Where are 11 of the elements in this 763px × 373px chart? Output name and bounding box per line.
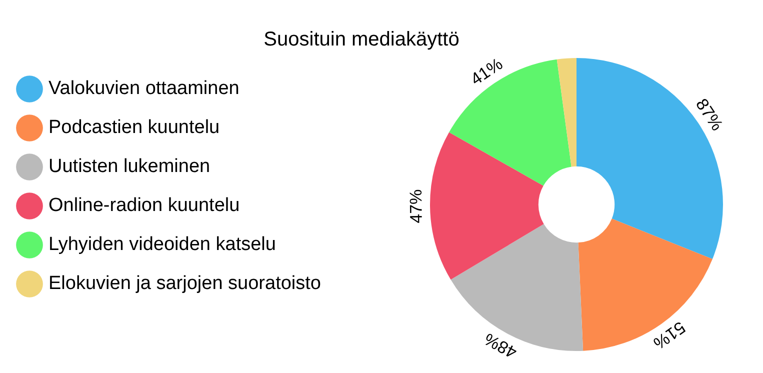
data-label: 48%: [481, 329, 520, 362]
legend-label: Valokuvien ottaaminen: [48, 78, 240, 100]
legend-label: Elokuvien ja sarjojen suoratoisto: [48, 273, 321, 294]
legend-label: Online-radion kuuntelu: [48, 195, 240, 216]
data-label: 51%: [650, 318, 689, 353]
legend-label: Uutisten lukeminen: [48, 156, 210, 178]
legend-label: Podcastien kuuntelu: [48, 117, 220, 138]
data-label: 41%: [467, 54, 506, 90]
data-label: 47%: [406, 189, 426, 224]
legend-label: Lyhyiden videoiden katselu: [48, 234, 276, 256]
chart-title: Suosituin mediakäyttö: [264, 28, 460, 51]
